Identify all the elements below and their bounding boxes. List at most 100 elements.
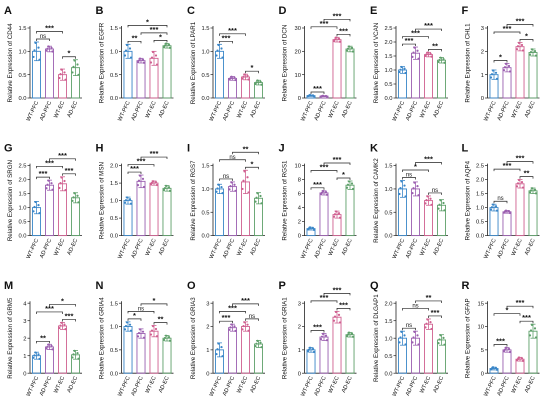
significance-bracket — [140, 156, 168, 160]
data-point — [430, 203, 433, 206]
data-point — [247, 78, 250, 81]
data-point — [45, 49, 48, 52]
data-point — [123, 54, 127, 57]
data-point — [242, 324, 245, 328]
data-point — [442, 57, 445, 61]
data-point — [507, 347, 511, 351]
data-point — [534, 192, 538, 195]
panel-letter: P — [279, 280, 286, 292]
data-point — [490, 206, 494, 209]
data-point — [345, 49, 349, 52]
significance-label: *** — [150, 25, 159, 34]
y-axis-label: Relative Expression of RGS7 — [190, 160, 197, 241]
bar — [332, 39, 342, 99]
data-point — [426, 51, 429, 54]
significance-label: *** — [313, 323, 322, 332]
data-point — [141, 177, 145, 180]
panel-letter: E — [370, 5, 377, 17]
panel-letter: C — [187, 5, 195, 17]
y-tick-label: 1.0 — [476, 206, 484, 212]
data-point — [72, 65, 75, 68]
data-point — [34, 351, 37, 354]
data-point — [217, 183, 220, 186]
y-axis-label: Relative Expression of EGFR — [99, 22, 106, 103]
significance-label: ns — [40, 34, 46, 40]
data-point — [137, 331, 141, 335]
x-tick-label: AD-PFC — [131, 376, 145, 397]
data-point — [424, 202, 427, 205]
significance-label: *** — [241, 296, 250, 305]
data-point — [312, 228, 316, 231]
data-point — [46, 183, 49, 186]
significance-bracket — [219, 33, 246, 36]
y-axis-label: Relative Expression of GRIA4 — [99, 297, 106, 379]
significance-bracket — [153, 40, 168, 43]
y-tick-label: 0.0 — [201, 96, 209, 102]
data-point — [399, 336, 402, 339]
data-point — [254, 200, 257, 203]
data-point — [38, 58, 41, 61]
bar — [424, 323, 433, 374]
significance-bracket — [36, 340, 50, 344]
y-axis-label: Relative Expression of CAMK2 — [373, 158, 380, 243]
significance-bracket — [127, 40, 142, 44]
data-point — [255, 81, 258, 84]
y-tick-label: 3 — [298, 301, 301, 307]
data-point — [528, 334, 532, 337]
data-point — [233, 325, 236, 328]
data-point — [63, 179, 66, 183]
significance-bracket — [415, 162, 442, 165]
data-point — [60, 176, 63, 179]
x-tick-label: WT-EC — [236, 376, 249, 395]
panel-letter: G — [4, 143, 13, 155]
y-tick-label: 2 — [23, 336, 26, 342]
x-tick-label: AD-EC — [158, 100, 171, 118]
significance-bracket — [402, 36, 429, 39]
data-point — [307, 94, 311, 97]
data-point — [489, 76, 493, 79]
significance-bracket — [336, 308, 351, 311]
data-point — [154, 181, 158, 184]
x-tick-label: AD-EC — [341, 376, 354, 394]
data-point — [71, 356, 74, 359]
y-axis-label: Relative Expression of MSN — [99, 162, 106, 239]
data-point — [517, 41, 521, 44]
data-point — [306, 350, 310, 353]
data-point — [332, 39, 336, 43]
data-point — [60, 321, 63, 324]
data-point — [324, 334, 328, 337]
data-point — [412, 51, 415, 54]
data-point — [73, 349, 76, 352]
y-tick-label: 0.0 — [110, 234, 118, 240]
data-point — [516, 357, 520, 361]
data-point — [221, 192, 224, 195]
data-point — [243, 73, 246, 76]
data-point — [529, 189, 533, 192]
data-point — [50, 182, 53, 185]
significance-label: ** — [524, 169, 530, 178]
data-point — [411, 341, 414, 344]
x-tick-label: WT-EC — [53, 376, 66, 395]
panel-letter: N — [96, 280, 104, 292]
data-point — [429, 52, 432, 55]
data-point — [150, 329, 154, 332]
data-point — [351, 335, 355, 338]
x-tick-label: AD-PFC — [222, 376, 236, 397]
panel-letter: O — [187, 280, 196, 292]
y-tick-label: 0.0 — [110, 371, 118, 377]
data-point — [125, 43, 129, 47]
significance-label: *** — [45, 304, 54, 313]
y-tick-label: 1.0 — [201, 49, 209, 55]
x-tick-label: WT-EC — [511, 376, 524, 395]
panel-letter: J — [279, 143, 285, 155]
data-point — [151, 50, 155, 54]
data-point — [216, 348, 219, 351]
data-point — [124, 49, 128, 52]
y-tick-label: 0.5 — [201, 210, 209, 216]
significance-label: *** — [150, 149, 159, 158]
significance-label: *** — [313, 180, 322, 189]
data-point — [332, 319, 336, 322]
data-point — [141, 58, 145, 61]
y-tick-label: 0.5 — [384, 354, 392, 360]
significance-bracket — [310, 26, 338, 29]
